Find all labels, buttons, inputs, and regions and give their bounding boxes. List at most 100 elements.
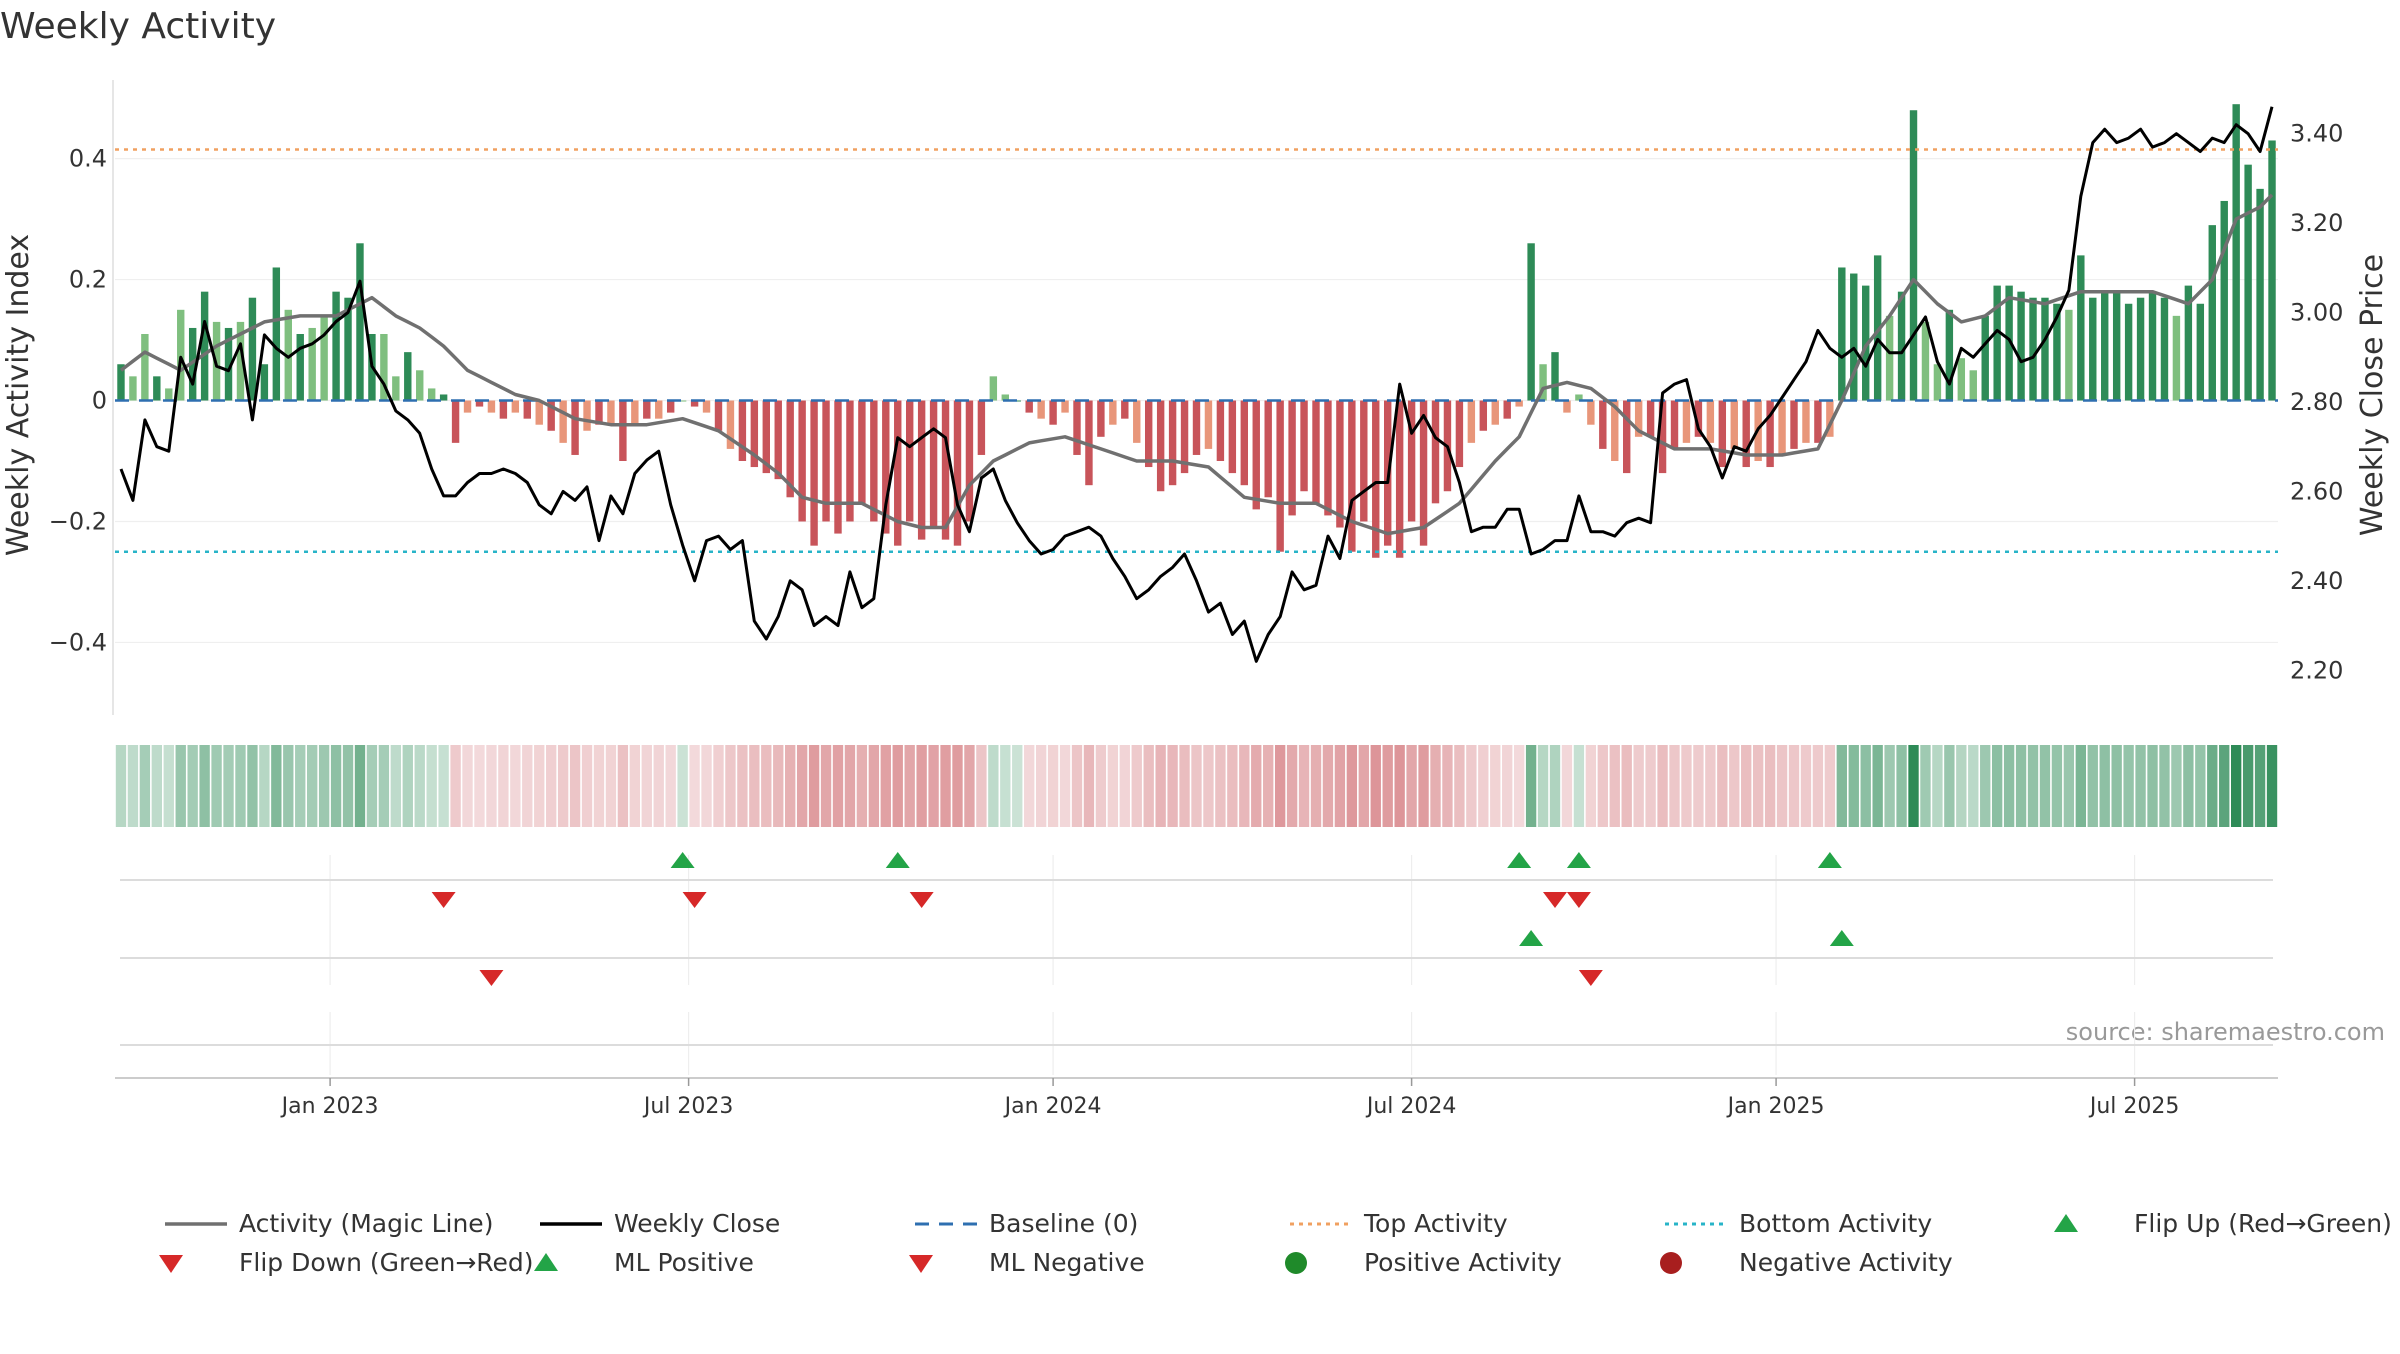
heat-cell	[1776, 745, 1788, 827]
heat-cell	[725, 745, 736, 827]
heat-cell	[1334, 745, 1346, 827]
activity-bar	[1324, 400, 1332, 516]
activity-bar	[296, 334, 304, 401]
heat-cell	[737, 745, 748, 827]
activity-bar	[1025, 400, 1033, 413]
activity-bar	[965, 400, 974, 522]
heat-cell	[1513, 745, 1525, 827]
activity-bar	[2029, 297, 2037, 401]
heat-cell	[1525, 745, 1537, 827]
heat-cell	[1980, 745, 1991, 827]
heat-cell	[1549, 745, 1561, 827]
activity-bar	[1144, 400, 1153, 468]
heat-cell	[1466, 745, 1477, 827]
heat-cell	[1824, 745, 1836, 827]
activity-bar	[1336, 400, 1344, 528]
right-tick-label: 3.40	[2290, 120, 2343, 148]
signal-up-marker	[670, 852, 695, 868]
heat-cell	[1956, 745, 1967, 827]
heat-cell	[557, 745, 569, 827]
heat-cell	[1203, 745, 1214, 827]
heat-cell	[2063, 745, 2075, 827]
activity-bar	[2005, 285, 2013, 401]
activity-bar	[2196, 303, 2205, 401]
heat-cell	[2266, 745, 2278, 827]
legend-triangle-down-icon	[909, 1255, 933, 1273]
heat-cell	[964, 745, 975, 827]
heat-cell	[414, 745, 425, 827]
heat-cell	[1561, 745, 1573, 827]
activity-bar	[643, 400, 651, 419]
heat-cell	[163, 745, 174, 827]
heat-cell	[271, 745, 282, 827]
activity-bar	[2136, 297, 2145, 401]
heat-cell	[916, 745, 927, 827]
heat-cell	[1047, 745, 1059, 827]
heat-cell	[1107, 745, 1119, 827]
heat-cell	[1645, 745, 1656, 827]
heat-cell	[2242, 745, 2254, 827]
source-text: source: sharemaestro.com	[2066, 1018, 2385, 1046]
heat-cell	[1155, 745, 1166, 827]
heat-cell	[486, 745, 497, 827]
activity-bar	[236, 321, 245, 401]
legend-item: Flip Up (Red→Green)	[2054, 1209, 2392, 1238]
heat-cell	[211, 745, 222, 827]
right-tick-label: 2.80	[2290, 388, 2343, 416]
weekly-close-line	[119, 106, 2274, 663]
activity-bar	[2053, 303, 2061, 401]
activity-bar	[1288, 400, 1296, 516]
heat-cell	[1119, 745, 1130, 827]
activity-bar	[1981, 315, 1989, 401]
heat-cell	[1741, 745, 1752, 827]
heat-cell	[1908, 745, 1919, 827]
activity-bar	[1192, 400, 1201, 455]
heat-cell	[1490, 745, 1501, 827]
activity-bar	[1873, 255, 1882, 401]
activity-bar	[1993, 285, 2001, 401]
heat-cell	[1406, 745, 1417, 827]
activity-bar	[2232, 104, 2240, 401]
heat-cell	[1681, 745, 1692, 827]
left-tick-label: 0.4	[69, 145, 107, 173]
heat-cell	[1215, 745, 1226, 827]
heat-cell	[1012, 745, 1023, 827]
heat-cell	[498, 745, 509, 827]
activity-bar	[1360, 400, 1368, 522]
activity-bar	[1897, 291, 1906, 401]
activity-bar	[308, 327, 316, 401]
activity-bar	[2244, 164, 2252, 401]
heat-cell	[2075, 745, 2086, 827]
activity-bar	[1133, 400, 1141, 443]
heat-cell	[318, 745, 330, 827]
activity-bar	[882, 400, 890, 534]
activity-bar	[475, 400, 484, 407]
heat-cell	[677, 745, 688, 827]
activity-bar	[595, 400, 603, 425]
activity-bar	[1790, 400, 1798, 449]
activity-bar	[1575, 394, 1583, 401]
heat-cell	[426, 745, 437, 827]
heat-cell	[115, 745, 127, 827]
activity-bar	[941, 400, 950, 540]
activity-bar	[1300, 400, 1308, 492]
activity-bar	[1862, 285, 1870, 401]
activity-bar	[2112, 291, 2121, 401]
legend-triangle-up-icon	[534, 1253, 558, 1271]
activity-bar	[1121, 400, 1129, 419]
activity-bar	[2065, 309, 2073, 401]
activity-bar	[834, 400, 842, 534]
activity-bar	[511, 400, 520, 413]
heat-cell	[808, 745, 820, 827]
legend-item: ML Negative	[909, 1248, 1145, 1277]
activity-bar	[535, 400, 543, 425]
heat-cell	[976, 745, 987, 827]
activity-bar	[2256, 188, 2264, 401]
legend-label: Top Activity	[1363, 1209, 1508, 1238]
heat-cell	[2135, 745, 2146, 827]
activity-bar	[380, 334, 388, 401]
heat-cell	[1346, 745, 1358, 827]
activity-bar	[523, 400, 531, 419]
activity-bar	[2124, 303, 2133, 401]
legend-label: Flip Down (Green→Red)	[239, 1248, 534, 1277]
